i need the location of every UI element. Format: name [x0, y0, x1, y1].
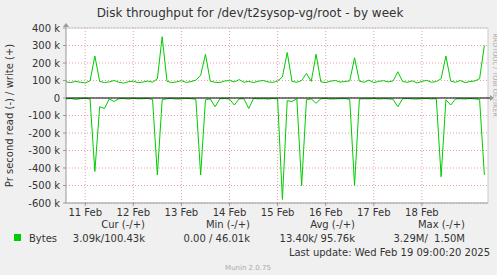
grid-line — [66, 28, 488, 29]
grid-line — [85, 28, 86, 203]
grid-line — [66, 45, 488, 46]
background — [0, 0, 497, 275]
grid-line — [373, 28, 374, 203]
x-tick-label: 15 Feb — [261, 207, 295, 218]
grid-line — [66, 150, 488, 151]
y-tick-label: 0 — [54, 93, 60, 104]
grid-line — [66, 115, 488, 116]
stat-value: 0.00 / 46.01k — [184, 233, 251, 244]
plot-area — [66, 28, 488, 203]
grid-line — [66, 185, 488, 186]
grid-line — [66, 133, 488, 134]
y-tick-label: -300 k — [28, 145, 60, 156]
stat-value: 3.29M/ 1.50M — [393, 233, 465, 244]
chart: Disk throughput for /dev/t2sysop-vg/root… — [0, 0, 497, 275]
series-line — [66, 37, 484, 83]
data — [66, 37, 484, 200]
grid-line — [421, 28, 422, 203]
frame-right — [488, 28, 489, 203]
stat-value: 13.40k/ 95.76k — [280, 233, 356, 244]
x-tick-label: 16 Feb — [309, 207, 343, 218]
axis-arrow — [63, 23, 69, 27]
x-tick-label: 18 Feb — [405, 207, 439, 218]
stat-header: Min (-/+) — [206, 219, 250, 230]
x-tick-label: 12 Feb — [117, 207, 151, 218]
frame-top — [66, 28, 488, 29]
y-tick-label: -600 k — [28, 198, 60, 209]
stat-header: Avg (-/+) — [310, 219, 355, 230]
grid-line — [133, 28, 134, 203]
grid-line — [66, 168, 488, 169]
watermark: RRDTOOL / TOBI OETIKER — [491, 33, 497, 117]
grid-line — [325, 28, 326, 203]
stat-header: Max (-/+) — [418, 219, 465, 230]
series-line — [66, 98, 484, 199]
y-tick-label: -500 k — [28, 180, 60, 191]
x-axis-frame — [66, 203, 488, 204]
y-tick-label: -100 k — [28, 110, 60, 121]
grid-line — [66, 203, 488, 204]
y-tick-label: -200 k — [28, 128, 60, 139]
footer: Munin 2.0.75 — [225, 264, 271, 272]
legend-swatch — [14, 234, 21, 241]
x-tick-label: 17 Feb — [357, 207, 391, 218]
x-tick-label: 14 Feb — [213, 207, 247, 218]
grid-line — [229, 28, 230, 203]
grid — [63, 28, 488, 206]
y-label: Pr second read (-) / write (+) — [4, 44, 15, 187]
y-tick-label: 100 k — [32, 75, 60, 86]
y-tick-label: 200 k — [32, 58, 60, 69]
zero-line — [66, 98, 492, 99]
last-update: Last update: Wed Feb 19 09:00:20 2025 — [289, 247, 490, 258]
stat-value: 3.09k/100.43k — [73, 233, 145, 244]
grid-line — [66, 63, 488, 64]
y-tick-label: -400 k — [28, 163, 60, 174]
x-tick-label: 11 Feb — [68, 207, 102, 218]
x-tick-label: 13 Feb — [165, 207, 199, 218]
legend-label: Bytes — [29, 233, 57, 244]
y-tick-label: 400 k — [32, 23, 60, 34]
stat-header: Cur (-/+) — [101, 219, 145, 230]
title: Disk throughput for /dev/t2sysop-vg/root… — [97, 6, 404, 20]
y-axis — [66, 28, 67, 203]
grid-line — [181, 28, 182, 203]
y-tick-label: 300 k — [32, 40, 60, 51]
